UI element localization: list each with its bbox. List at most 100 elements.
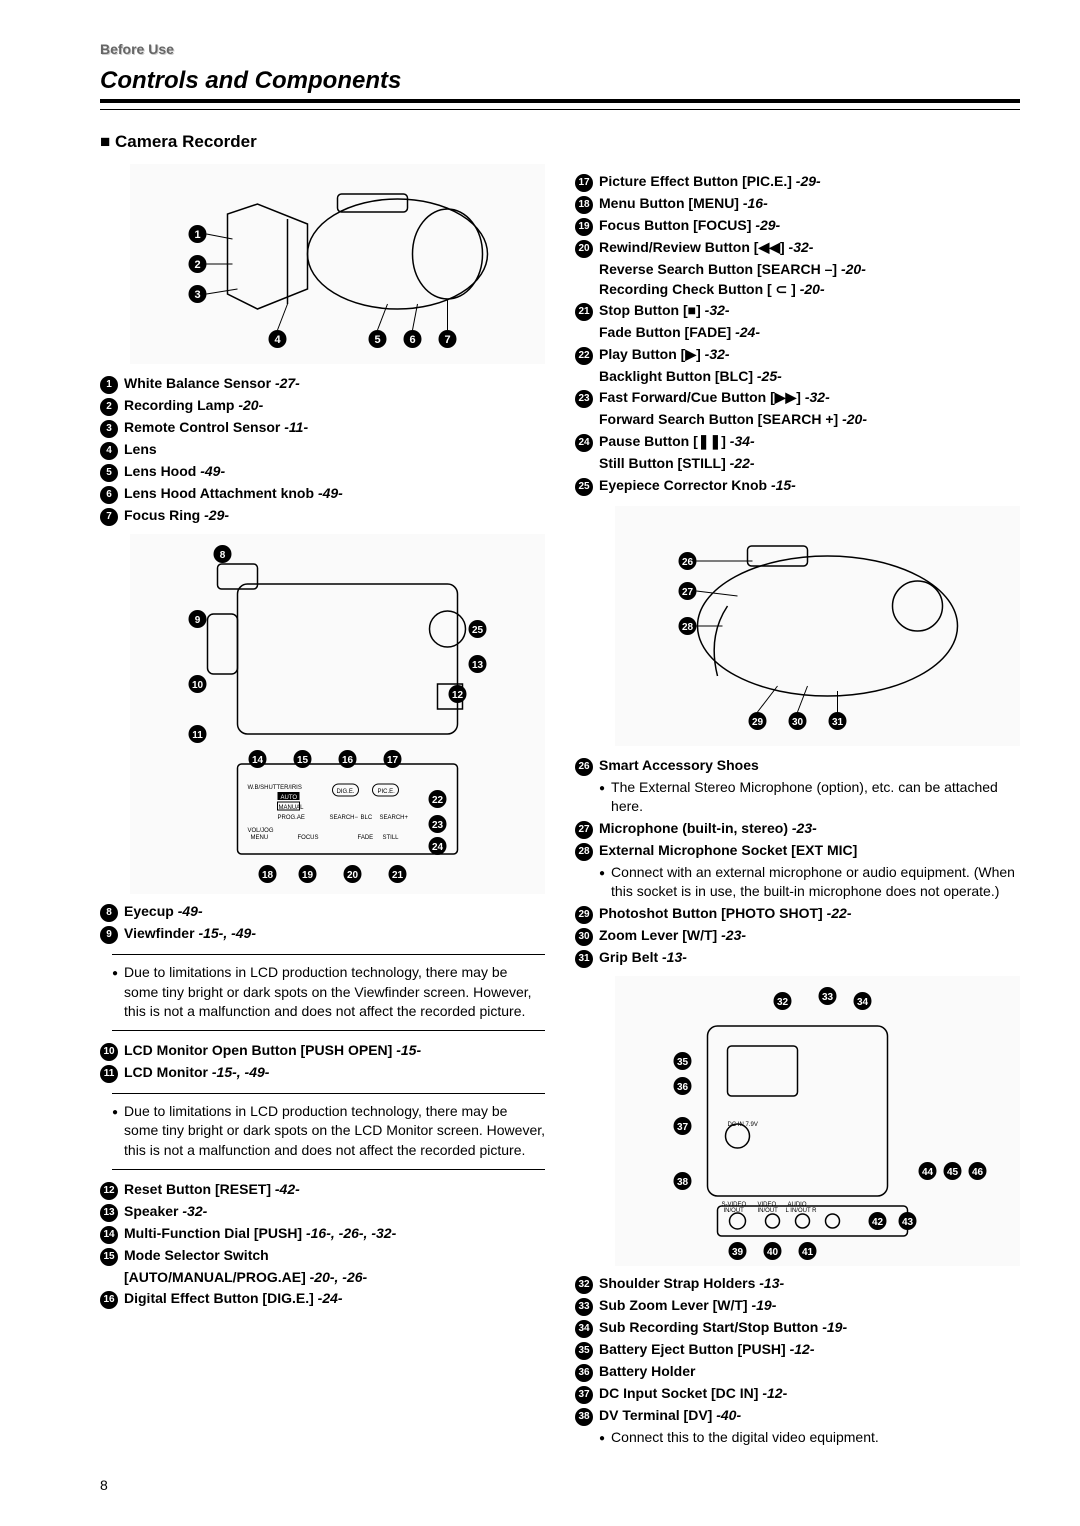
svg-text:45: 45 <box>947 1167 959 1178</box>
item-subline: Recording Check Button [ ⊂ ] -20- <box>599 280 1020 300</box>
svg-text:STILL: STILL <box>383 835 400 841</box>
list-item: 1White Balance Sensor -27- <box>100 374 545 394</box>
svg-text:PROG.AE: PROG.AE <box>278 815 305 821</box>
page-title: Controls and Components <box>100 64 1020 104</box>
svg-text:23: 23 <box>432 820 444 831</box>
camera-rear-svg: DC IN 7.9V S-VIDEOVIDEOAUDIO IN/OUTIN/OU… <box>615 976 1020 1266</box>
number-circle-icon: 7 <box>100 508 118 526</box>
list-item: 22Play Button [▶] -32- <box>575 345 1020 365</box>
list-a: 1White Balance Sensor -27- 2 Recording Lam… <box>100 374 545 526</box>
svg-text:22: 22 <box>432 795 444 806</box>
svg-text:30: 30 <box>792 717 804 728</box>
lcd-note: ● Due to limitations in LCD production t… <box>112 1093 545 1170</box>
number-circle-icon: 18 <box>575 196 593 214</box>
number-circle-icon: 10 <box>100 1043 118 1061</box>
list-rb: 26Smart Accessory Shoes●The External Ste… <box>575 756 1020 968</box>
bullet-icon: ● <box>112 967 118 981</box>
item-label: DV Terminal [DV] -40- <box>599 1406 741 1426</box>
diagram-side: W.B/SHUTTER/IRIS AUTO MANUAL PROG.AE VOL… <box>130 534 545 894</box>
svg-text:IN/OUT: IN/OUT <box>724 1208 745 1214</box>
list-item: 36Battery Holder <box>575 1362 1020 1382</box>
list-item: 10 LCD Monitor Open Button [PUSH OPEN] -1… <box>100 1041 545 1061</box>
number-circle-icon: 32 <box>575 1276 593 1294</box>
left-column: 1 2 3 4 5 6 7 1White Balance Sensor -27-… <box>100 164 545 1456</box>
number-circle-icon: 8 <box>100 904 118 922</box>
svg-text:33: 33 <box>822 992 834 1003</box>
svg-text:37: 37 <box>677 1122 689 1133</box>
item-label: Photoshot Button [PHOTO SHOT] -22- <box>599 904 852 924</box>
camera-top-svg: 26 27 28 29 30 31 <box>615 506 1020 746</box>
item-label: Lens Hood Attachment knob -49- <box>124 484 343 504</box>
item-label: Smart Accessory Shoes <box>599 756 759 776</box>
list-item: 3Remote Control Sensor -11- <box>100 418 545 438</box>
list-item: 20Rewind/Review Button [◀◀] -32- <box>575 238 1020 258</box>
list-item: 27Microphone (built-in, stereo) -23- <box>575 819 1020 839</box>
svg-text:19: 19 <box>302 870 314 881</box>
item-label: Picture Effect Button [PIC.E.] -29- <box>599 172 821 192</box>
svg-text:VOL/JOG: VOL/JOG <box>248 828 274 834</box>
item-label: DC Input Socket [DC IN] -12- <box>599 1384 787 1404</box>
svg-text:43: 43 <box>902 1217 914 1228</box>
number-circle-icon: 2 <box>100 398 118 416</box>
title-underline <box>100 109 1020 110</box>
number-circle-icon: 21 <box>575 303 593 321</box>
svg-text:5: 5 <box>374 334 380 346</box>
svg-text:17: 17 <box>387 755 399 766</box>
list-item: 26Smart Accessory Shoes <box>575 756 1020 776</box>
item-subline: Still Button [STILL] -22- <box>599 454 1020 474</box>
item-label: Recording Lamp -20- <box>124 396 263 416</box>
svg-text:IN/OUT: IN/OUT <box>758 1208 779 1214</box>
item-label: Sub Recording Start/Stop Button -19- <box>599 1318 847 1338</box>
svg-text:9: 9 <box>195 615 201 626</box>
svg-text:34: 34 <box>857 997 869 1008</box>
svg-text:42: 42 <box>872 1217 884 1228</box>
camera-side-svg: W.B/SHUTTER/IRIS AUTO MANUAL PROG.AE VOL… <box>130 534 545 894</box>
svg-text:3: 3 <box>194 289 200 301</box>
item-label: Eyepiece Corrector Knob -15- <box>599 476 796 496</box>
list-c: 10 LCD Monitor Open Button [PUSH OPEN] -1… <box>100 1041 545 1083</box>
viewfinder-note: ● Due to limitations in LCD production t… <box>112 954 545 1031</box>
number-circle-icon: 14 <box>100 1226 118 1244</box>
list-item: 16Digital Effect Button [DIG.E.] -24- <box>100 1289 545 1309</box>
svg-text:16: 16 <box>342 755 354 766</box>
number-circle-icon: 12 <box>100 1182 118 1200</box>
svg-text:11: 11 <box>192 730 203 741</box>
item-label: LCD Monitor Open Button [PUSH OPEN] -15- <box>124 1041 421 1061</box>
item-label: Battery Holder <box>599 1362 695 1382</box>
svg-text:SEARCH−: SEARCH− <box>330 815 359 821</box>
list-item: 5Lens Hood -49- <box>100 462 545 482</box>
list-item: 38DV Terminal [DV] -40- <box>575 1406 1020 1426</box>
item-label: Zoom Lever [W/T] -23- <box>599 926 746 946</box>
number-circle-icon: 28 <box>575 843 593 861</box>
number-circle-icon: 35 <box>575 1342 593 1360</box>
number-circle-icon: 29 <box>575 906 593 924</box>
item-label: Digital Effect Button [DIG.E.] -24- <box>124 1289 343 1309</box>
svg-text:10: 10 <box>192 680 204 691</box>
list-item: 24Pause Button [❚❚] -34- <box>575 432 1020 452</box>
svg-text:26: 26 <box>682 557 694 568</box>
number-circle-icon: 24 <box>575 434 593 452</box>
item-label: Sub Zoom Lever [W/T] -19- <box>599 1296 776 1316</box>
list-item: 25Eyepiece Corrector Knob -15- <box>575 476 1020 496</box>
number-circle-icon: 19 <box>575 218 593 236</box>
svg-text:38: 38 <box>677 1177 689 1188</box>
svg-text:15: 15 <box>297 755 309 766</box>
before-use-label: Before Use <box>100 40 1020 60</box>
svg-text:46: 46 <box>972 1167 984 1178</box>
list-item: 30Zoom Lever [W/T] -23- <box>575 926 1020 946</box>
svg-text:39: 39 <box>732 1247 744 1258</box>
item-subline: Fade Button [FADE] -24- <box>599 323 1020 343</box>
list-item: 18Menu Button [MENU] -16- <box>575 194 1020 214</box>
svg-text:32: 32 <box>777 997 789 1008</box>
list-item: 13Speaker -32- <box>100 1202 545 1222</box>
list-item: 12 Reset Button [RESET] -42- <box>100 1180 545 1200</box>
item-label: Lens Hood -49- <box>124 462 225 482</box>
diagram-rear: DC IN 7.9V S-VIDEOVIDEOAUDIO IN/OUTIN/OU… <box>615 976 1020 1266</box>
item-label: Reset Button [RESET] -42- <box>124 1180 300 1200</box>
svg-text:13: 13 <box>472 660 484 671</box>
item-label: Eyecup -49- <box>124 902 203 922</box>
list-item: 31Grip Belt -13- <box>575 948 1020 968</box>
list-item: 15Mode Selector Switch <box>100 1246 545 1266</box>
page-number: 8 <box>100 1476 108 1496</box>
svg-text:31: 31 <box>832 717 844 728</box>
